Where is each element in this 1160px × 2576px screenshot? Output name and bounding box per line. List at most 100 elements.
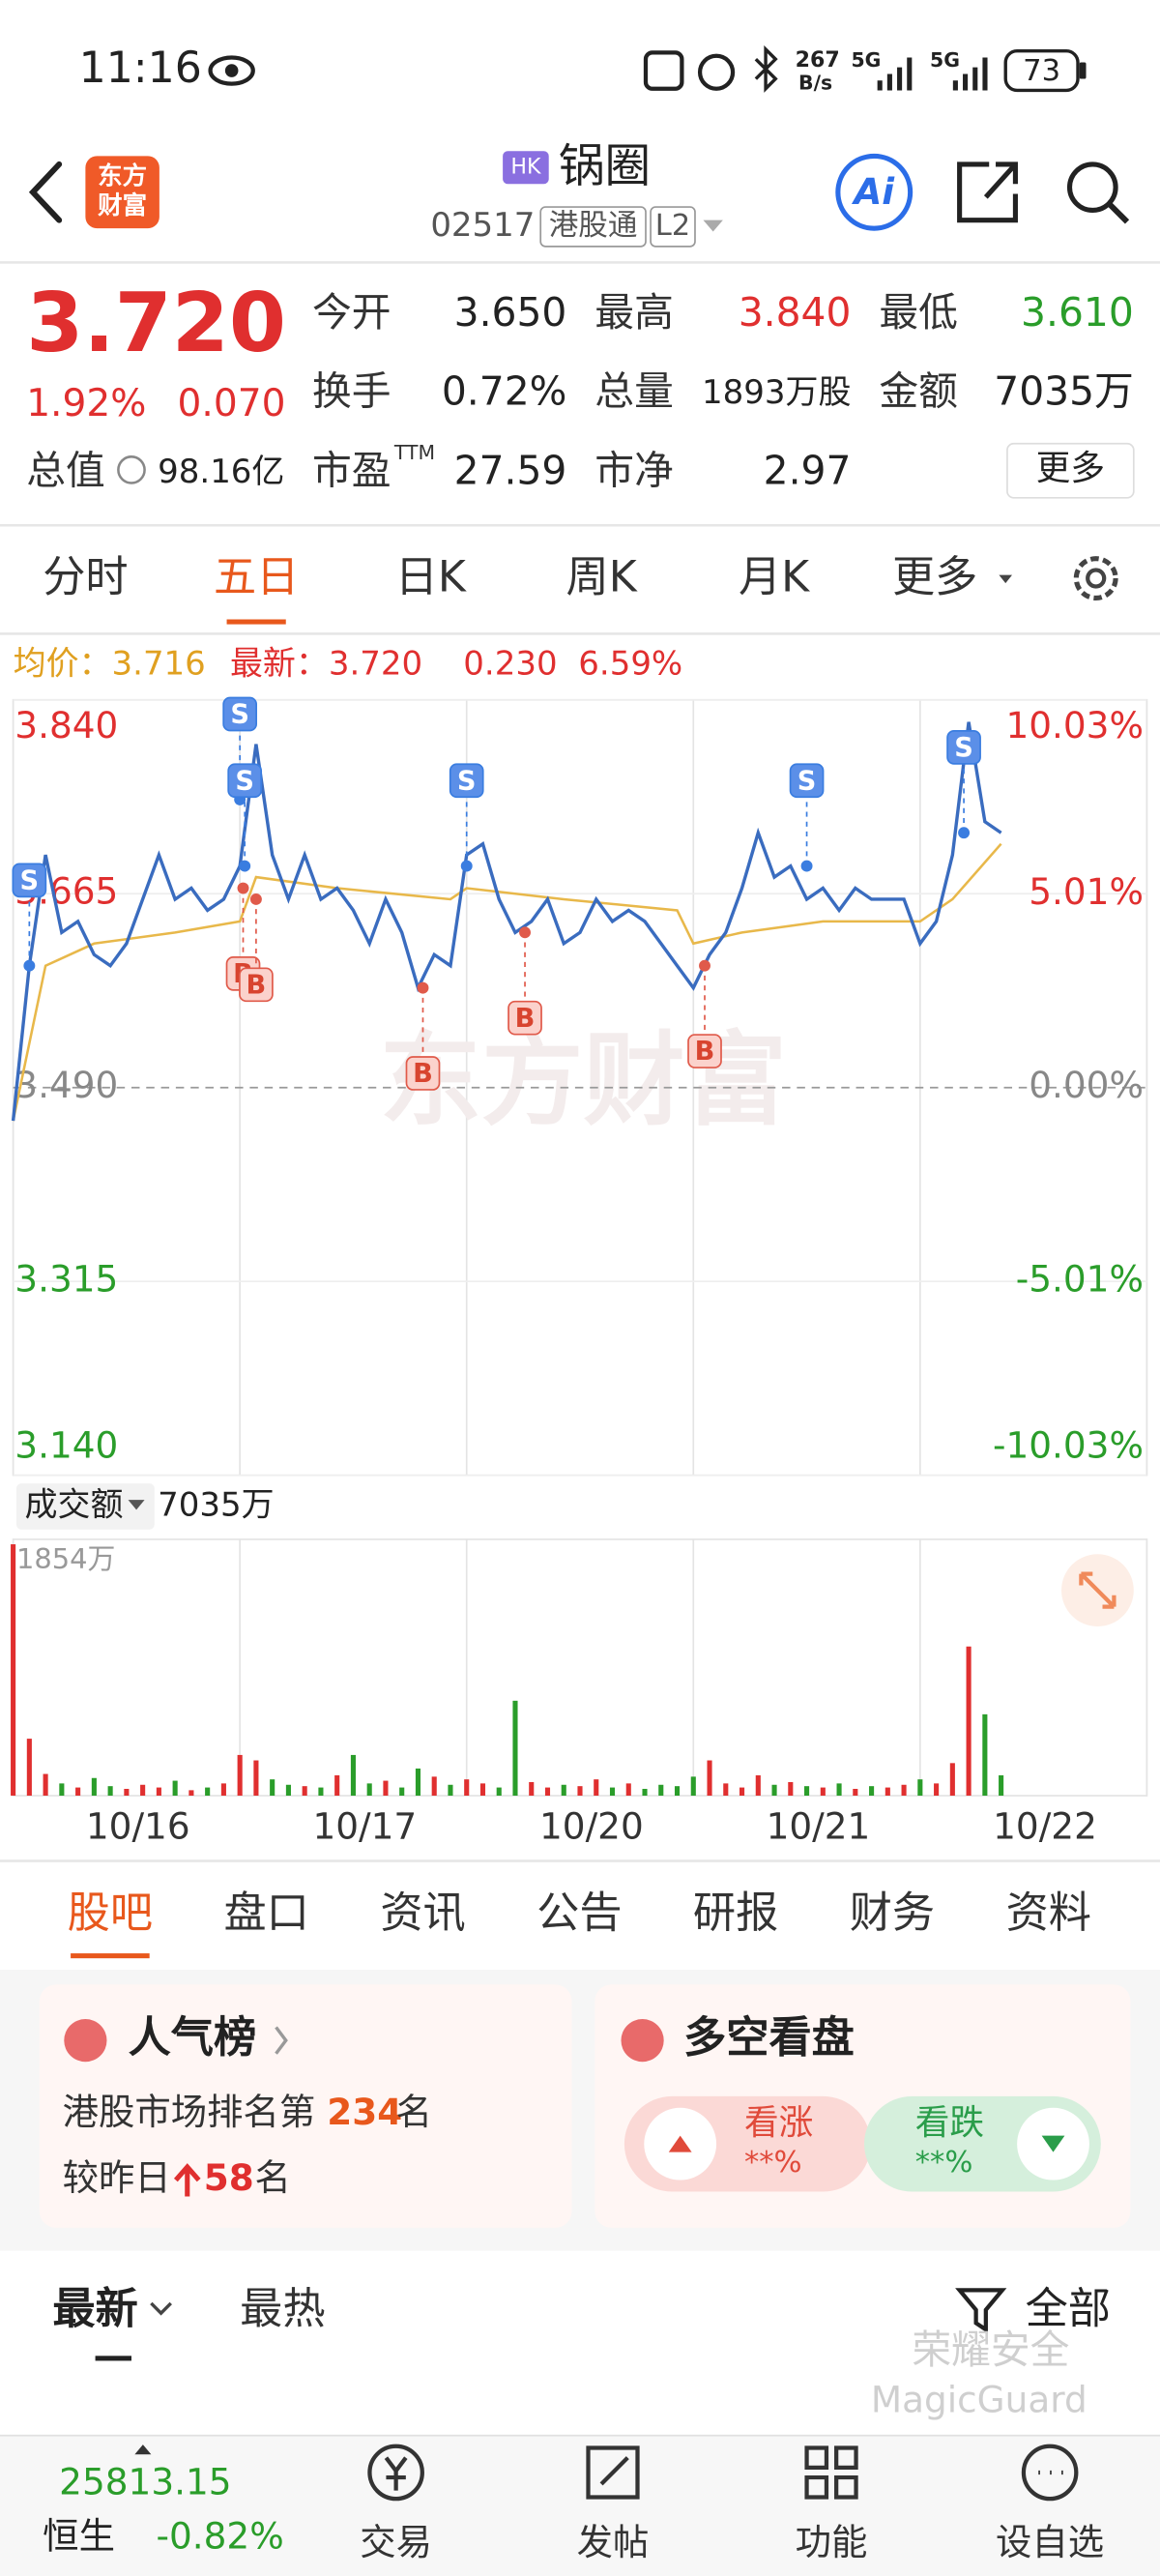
more-button[interactable] — [1006, 442, 1135, 499]
volume-bar — [205, 1787, 211, 1796]
settings-button[interactable] — [1073, 556, 1118, 600]
trade-side: B — [413, 1059, 433, 1089]
divider — [0, 261, 1160, 264]
tab-underline — [226, 619, 286, 625]
content-tab[interactable]: 资料 — [1006, 1888, 1091, 1938]
volume-bar — [43, 1773, 48, 1796]
nav-icon[interactable] — [1021, 2444, 1079, 2502]
trade-badge — [222, 696, 258, 732]
volume-bar — [172, 1780, 178, 1796]
nav-icon[interactable] — [367, 2444, 424, 2502]
divider — [0, 523, 1160, 527]
volume-bar — [836, 1783, 842, 1796]
nav-label[interactable]: 发帖 — [577, 2521, 650, 2563]
volume-bar — [75, 1787, 81, 1796]
rank-unit: 名 — [254, 2156, 290, 2199]
volume-bar — [91, 1777, 97, 1796]
feed-tab-active[interactable]: 最新 — [52, 2284, 137, 2333]
content-tab[interactable]: 公告 — [536, 1888, 622, 1938]
nav-label[interactable]: 设自选 — [996, 2521, 1104, 2563]
net-speed: 267 — [796, 47, 840, 73]
volume-bar — [804, 1786, 810, 1796]
trade-badge — [449, 763, 484, 799]
content-tab[interactable]: 股吧 — [68, 1888, 153, 1938]
content-tab[interactable]: 资讯 — [380, 1888, 465, 1938]
dropdown-arrow[interactable] — [703, 220, 723, 232]
content-tab[interactable]: 研报 — [693, 1888, 778, 1938]
volume-bar — [350, 1754, 356, 1796]
logo-text: 东方 — [98, 161, 147, 190]
ai-label: Ai — [851, 170, 895, 213]
y2-tick-label: -10.03% — [993, 1423, 1144, 1466]
volume-total: 7035万 — [158, 1485, 274, 1524]
market-badge — [503, 151, 549, 185]
chevron — [275, 2026, 288, 2055]
volume-bar — [723, 1783, 729, 1796]
chart-tab[interactable]: 日K — [395, 553, 467, 602]
overlay-text: MagicGuard — [871, 2378, 1088, 2420]
volume-bar — [26, 1739, 32, 1796]
chart-tab[interactable]: 周K — [566, 553, 638, 602]
quote: 3.720 1.92% 0.070 今开 3.650 最高 3.840 最低 3.610 换… — [26, 276, 1135, 499]
trade-badge — [227, 763, 263, 799]
trade-side: S — [230, 700, 249, 730]
nav-icon[interactable] — [804, 2445, 858, 2500]
filter-icon[interactable] — [955, 2288, 1007, 2334]
more-label: 更多 — [1036, 449, 1105, 488]
volume-bar — [156, 1787, 161, 1796]
nav-items: 交易 发帖 功能 设自选 — [360, 2444, 1104, 2563]
tab-underline — [71, 1953, 150, 1959]
chart-tab[interactable]: 更多 — [892, 553, 977, 602]
tag: 港股通 — [549, 209, 638, 243]
chart-tab[interactable]: 分时 — [43, 553, 128, 602]
field-value: 98.16亿 — [158, 453, 284, 491]
intraday-chart: 东方财富3.8403.6653.4903.3153.14010.03%5.01%… — [11, 696, 1148, 1477]
signal-label: 5G — [851, 48, 881, 72]
volume-selector[interactable] — [15, 1483, 155, 1530]
content-tab[interactable]: 财务 — [850, 1888, 935, 1938]
nav-label[interactable]: 交易 — [360, 2521, 432, 2563]
chart-tab[interactable]: 月K — [739, 553, 810, 602]
tab-underline — [95, 2356, 131, 2361]
field-label: 最低 — [879, 289, 958, 336]
chart-tab[interactable]: 五日 — [214, 553, 299, 602]
content-tab[interactable]: 盘口 — [224, 1888, 309, 1938]
ai-button[interactable] — [835, 153, 914, 231]
field-label: 总量 — [594, 368, 674, 415]
divider — [0, 2434, 1160, 2437]
status-bar: 11:16 267 B/s 5G 5G 73 — [79, 44, 1087, 95]
volume-bar — [334, 1774, 340, 1796]
nav-icon[interactable] — [586, 2445, 640, 2500]
volume-bar — [966, 1646, 972, 1796]
feed-tab[interactable]: 最热 — [240, 2284, 325, 2333]
volume-bar — [464, 1779, 470, 1796]
volume-bar — [869, 1786, 875, 1796]
volume-bar — [318, 1787, 324, 1796]
trade-point — [249, 893, 262, 905]
volume-bar — [529, 1781, 535, 1796]
index-value[interactable]: 25813.15 — [59, 2460, 231, 2503]
volume-bar — [658, 1784, 664, 1796]
field-label: 最高 — [594, 289, 674, 336]
chevron — [150, 2301, 172, 2316]
volume-bar — [949, 1763, 955, 1796]
expand-button[interactable] — [1061, 1554, 1134, 1626]
filter-label[interactable]: 全部 — [1026, 2284, 1111, 2333]
volume-bar — [188, 1790, 194, 1796]
share-button[interactable] — [957, 161, 1018, 223]
nav-label[interactable]: 功能 — [796, 2521, 868, 2563]
field-label: 换手 — [312, 368, 392, 415]
popularity-card[interactable] — [39, 1984, 572, 2228]
logo — [85, 156, 160, 229]
back-button[interactable] — [28, 161, 63, 223]
search-button[interactable] — [1066, 161, 1130, 224]
info-line: 均价：3.716 最新：3.720 0.230 6.59% — [14, 645, 683, 684]
trade-side: S — [954, 733, 973, 763]
volume-bar — [771, 1784, 777, 1796]
bear-pct: **% — [915, 2146, 973, 2180]
popularity-title: 人气榜 — [129, 2013, 257, 2063]
field-value: 3.650 — [454, 289, 567, 336]
bull-label: 看涨 — [744, 2103, 813, 2143]
